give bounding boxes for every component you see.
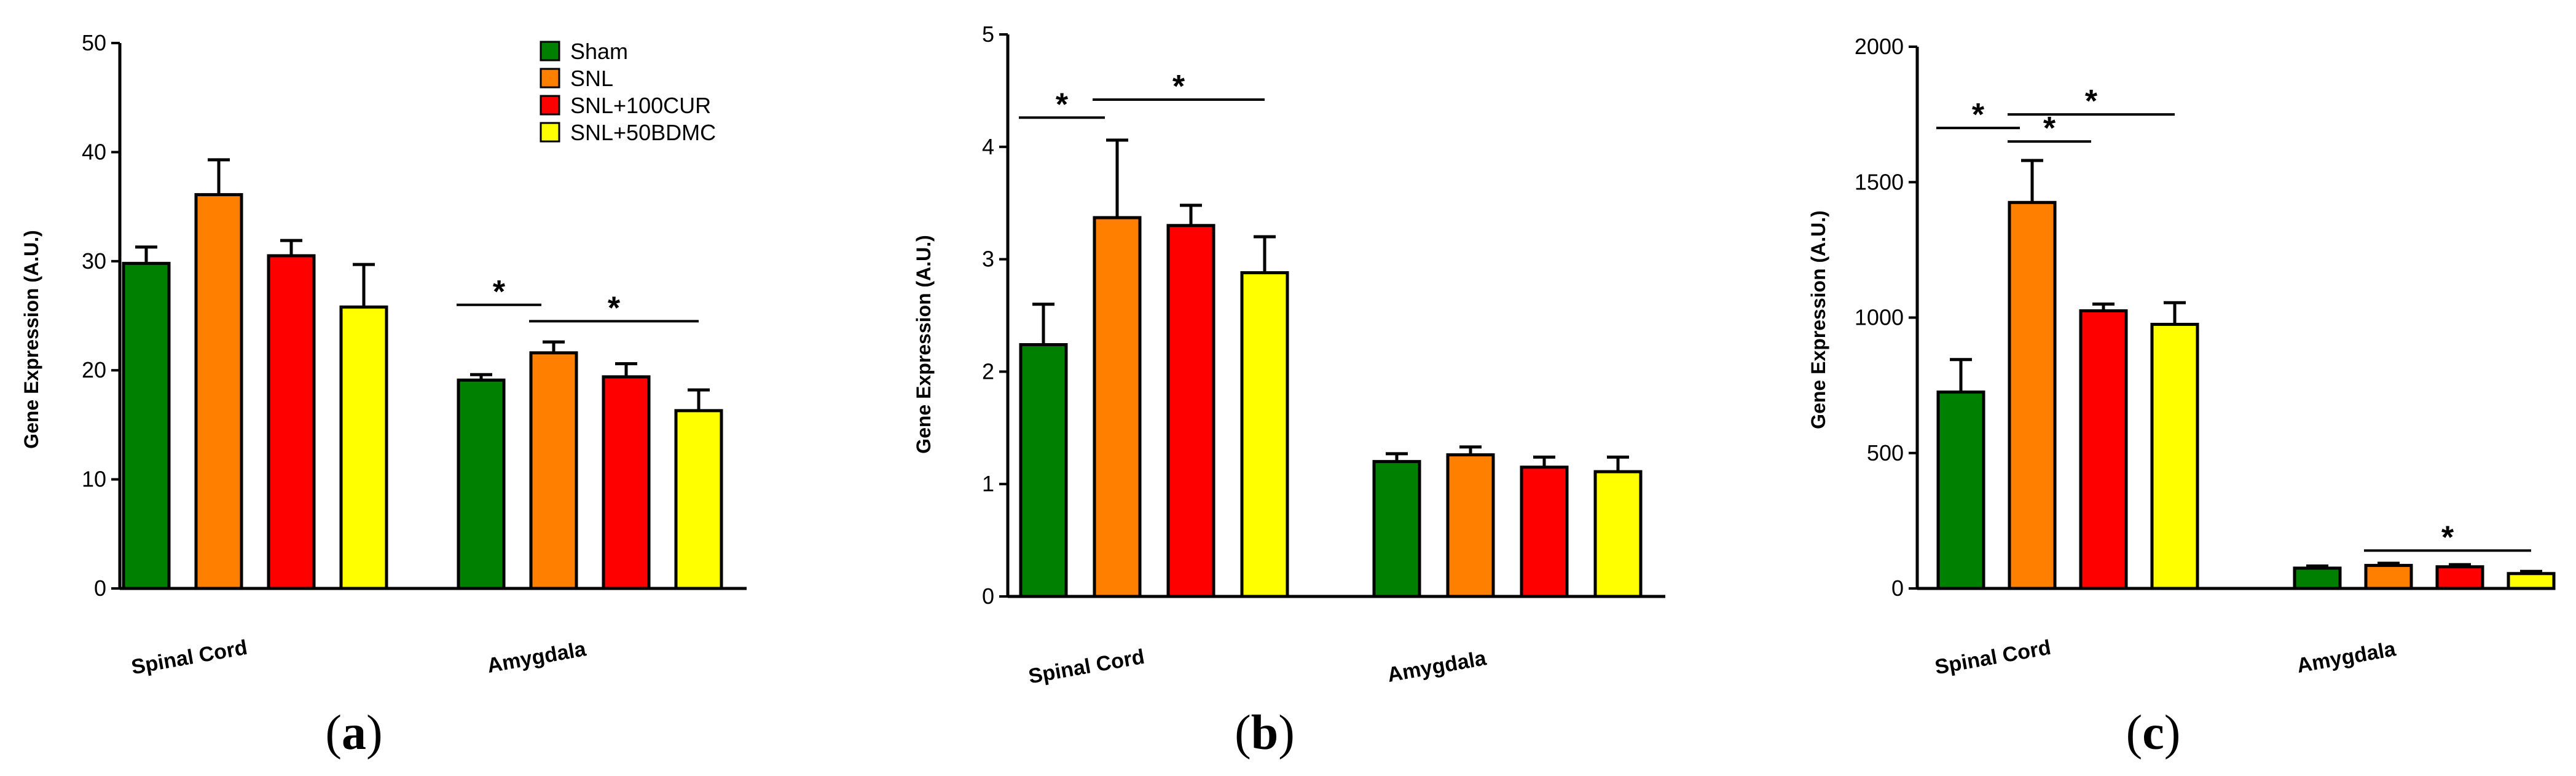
significance-star: *: [493, 274, 506, 310]
significance-star: *: [1972, 97, 1985, 133]
category-label: Spinal Cord: [1027, 645, 1146, 689]
significance-star: *: [2441, 520, 2454, 555]
chart-panel-c: Gene Expression (A.U.) (c) 0 500 1000 1500 2…: [1807, 34, 2556, 760]
y-axis-title-c: Gene Expression (A.U.): [1807, 210, 1829, 429]
y-tick-label-a: 40: [82, 139, 106, 164]
legend-swatch-sham: [540, 41, 560, 61]
significance-star: *: [608, 290, 621, 326]
bar: [602, 375, 651, 590]
y-axis-title-b: Gene Expression (A.U.): [913, 235, 935, 454]
legend-item-snl: SNL: [540, 66, 613, 91]
category-label: Spinal Cord: [1933, 636, 2052, 679]
significance-star: *: [2085, 84, 2098, 119]
panel-letter-b: b: [1251, 706, 1279, 760]
legend-item-sham: Sham: [540, 39, 628, 64]
y-tick-label-a: 0: [94, 576, 106, 601]
bar: [1093, 216, 1142, 598]
legend-swatch-snl: [540, 68, 560, 89]
legend-item-snl-100cur: SNL+100CUR: [540, 93, 711, 118]
y-axis-title-a: Gene Expression (A.U.): [20, 230, 42, 449]
category-label: Spinal Cord: [130, 636, 249, 679]
bar: [457, 378, 506, 590]
bar: [2150, 323, 2199, 590]
y-tick-label-c: 500: [1867, 440, 1904, 465]
y-tick-label-b: 1: [982, 471, 994, 496]
legend-swatch-snl-50bdmc: [540, 122, 560, 143]
bar: [1166, 224, 1215, 598]
legend-label-snl: SNL: [570, 66, 613, 91]
legend-label-snl-100cur: SNL+100CUR: [570, 93, 711, 118]
bar: [2507, 572, 2556, 590]
panel-label-c: (c): [2126, 706, 2181, 760]
chart-panel-a: Gene Expression (A.U.) Sham SNL SNL+100C…: [20, 30, 747, 760]
panel-label-a: (a): [325, 706, 382, 760]
legend-swatch-snl-100cur: [540, 95, 560, 116]
y-tick-label-c: 1000: [1855, 305, 1904, 330]
y-tick-label-a: 50: [82, 30, 106, 55]
category-label: Amygdala: [1386, 646, 1489, 687]
y-tick-label-c: 2000: [1855, 34, 1904, 59]
y-tick-label-a: 20: [82, 357, 106, 382]
bar: [1446, 453, 1495, 598]
bar: [122, 261, 171, 590]
bar: [1593, 470, 1643, 598]
y-tick-label-b: 0: [982, 584, 994, 609]
bar: [1019, 343, 1068, 598]
bar: [1936, 390, 1985, 590]
y-tick-label-b: 3: [982, 247, 994, 272]
chart-panel-b: Gene Expression (A.U.) (b) 0 1 2 3 4 5 Spinal …: [913, 22, 1665, 760]
category-label: Amygdala: [485, 637, 589, 678]
bar: [529, 351, 578, 590]
bar: [339, 305, 388, 590]
bar: [2008, 200, 2057, 590]
significance-star: *: [1172, 69, 1185, 105]
bar: [2079, 309, 2128, 590]
y-tick-label-a: 10: [82, 467, 106, 492]
legend-label-sham: Sham: [570, 39, 628, 64]
category-label: Amygdala: [2295, 637, 2398, 678]
bar: [1520, 465, 1569, 598]
significance-star: *: [2043, 111, 2056, 146]
y-tick-label-c: 0: [1891, 576, 1904, 601]
bar: [267, 254, 316, 590]
bar: [1240, 271, 1289, 598]
significance-star: *: [1056, 87, 1069, 122]
bar: [1372, 460, 1421, 598]
bar: [2435, 565, 2484, 590]
y-tick-label-b: 4: [982, 134, 994, 159]
panel-letter-c: c: [2142, 706, 2164, 760]
legend-item-snl-50bdmc: SNL+50BDMC: [540, 120, 716, 145]
bar: [194, 193, 243, 590]
bar: [2364, 564, 2413, 590]
legend-a: Sham SNL SNL+100CUR SNL+50BDMC: [540, 39, 716, 145]
y-tick-label-c: 1500: [1855, 169, 1904, 194]
y-tick-label-b: 2: [982, 358, 994, 384]
legend-label-snl-50bdmc: SNL+50BDMC: [570, 120, 716, 145]
panel-letter-a: a: [342, 706, 366, 760]
bar: [2293, 566, 2342, 590]
y-tick-label-a: 30: [82, 248, 106, 274]
panel-label-b: (b): [1235, 706, 1295, 760]
y-tick-label-b: 5: [982, 22, 994, 47]
bar: [674, 409, 723, 590]
